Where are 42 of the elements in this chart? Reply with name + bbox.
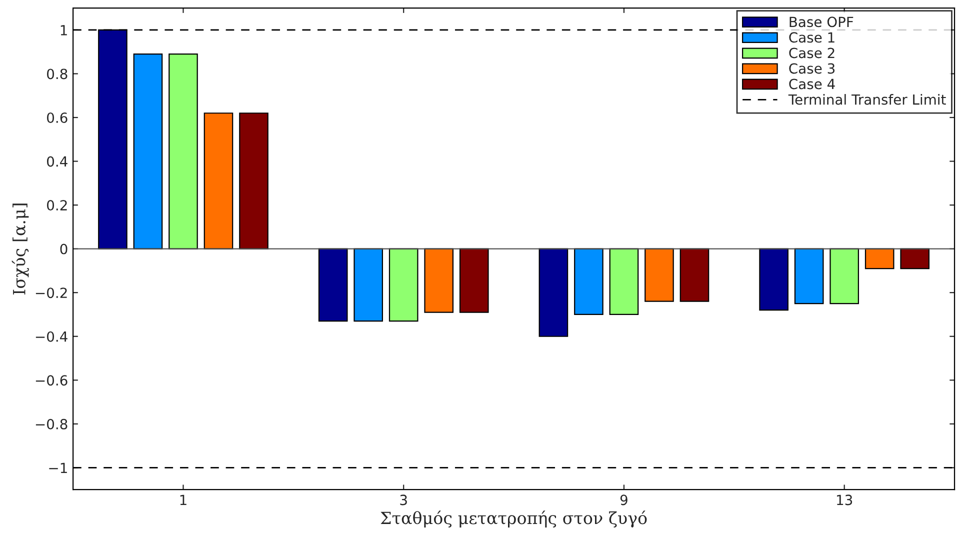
bar — [864, 248, 894, 270]
y-tick-label: 0.8 — [47, 68, 68, 80]
y-tick-label: 0.2 — [47, 200, 67, 211]
bar — [900, 248, 930, 270]
y-tick-label: 0 — [60, 244, 68, 254]
y-tick-label: 1 — [60, 25, 67, 36]
y-tick-label: −0.8 — [36, 418, 68, 430]
legend-label: Case 4 — [789, 78, 835, 90]
bar — [680, 248, 710, 302]
y-tick-label: −0.2 — [36, 288, 67, 298]
bar — [133, 53, 163, 250]
bar — [459, 248, 489, 313]
y-tick-label: −0.6 — [36, 375, 68, 386]
legend-label: Case 3 — [789, 63, 835, 74]
bar — [204, 112, 234, 250]
x-tick-label: 9 — [620, 494, 628, 506]
legend-label: Case 2 — [789, 48, 834, 58]
y-tick-label: 0.4 — [47, 156, 68, 167]
bar — [354, 248, 383, 322]
bar — [609, 248, 639, 316]
legend-label: Case 1 — [789, 32, 834, 43]
legend-label: Terminal Transfer Limit — [788, 94, 946, 105]
bar — [239, 112, 268, 250]
bar — [574, 248, 604, 316]
bar — [538, 248, 568, 337]
bar — [388, 248, 418, 322]
x-axis-title: Σταθμός μετατροπής στον ζυγό — [380, 510, 647, 528]
y-axis-title: Ισχύς [α.μ] — [12, 204, 29, 295]
x-tick-label: 3 — [400, 494, 407, 506]
x-tick-label: 1 — [180, 494, 186, 505]
bar — [830, 248, 859, 304]
bar — [168, 53, 198, 250]
bar — [759, 248, 788, 311]
y-tick-label: −0.4 — [36, 331, 68, 342]
bar — [424, 248, 454, 313]
x-tick-label: 13 — [837, 494, 852, 506]
bar — [318, 248, 348, 322]
y-tick-label: −1 — [49, 462, 67, 473]
bar — [794, 248, 824, 304]
legend-label: Base OPF — [790, 16, 854, 28]
y-tick-label: 0.6 — [47, 112, 68, 123]
bar — [644, 248, 674, 302]
